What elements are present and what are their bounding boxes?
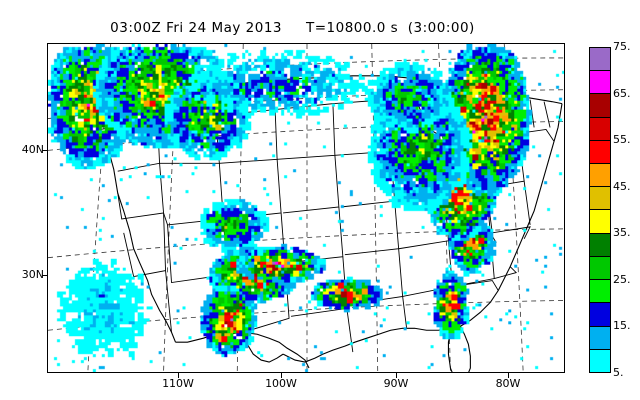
colorbar-band-55-60 [590,117,610,141]
colorbar-band-50-55 [590,140,610,165]
colorbar-band-15-20 [590,303,610,327]
colorbar-band-5-10 [590,349,610,372]
colorbar-label-45: 45. [613,179,631,193]
colorbar-label-35: 35. [613,226,631,240]
longitude-tick-label-80w: 80W [495,377,521,390]
colorbar-label-15: 15. [613,319,631,333]
longitude-tick-mark [281,373,282,378]
colorbar-band-30-35 [590,233,610,257]
colorbar-band-45-50 [590,164,610,188]
colorbar-band-35-40 [590,210,610,234]
reflectivity-colorbar [589,47,611,373]
colorbar-band-40-45 [590,187,610,211]
colorbar-label-25: 25. [613,272,631,286]
longitude-tick-label-90w: 90W [383,377,409,390]
latitude-tick-mark [42,275,47,276]
latitude-tick-label-30n: 30N [21,268,44,281]
colorbar-labels: 75. 65. 55. 45. 35. 25. 15. 5. [613,40,640,380]
colorbar-band-60-65 [590,94,610,118]
latitude-tick-mark [42,150,47,151]
colorbar-label-65: 65. [613,86,631,100]
longitude-tick-label-110w: 110W [162,377,194,390]
latitude-tick-label-40n: 40N [21,143,44,156]
colorbar-label-75: 75. [613,40,631,53]
colorbar-label-55: 55. [613,133,631,147]
longitude-tick-mark [396,373,397,378]
colorbar-band-65-70 [590,71,610,95]
longitude-tick-mark [178,373,179,378]
reflectivity-field [48,44,564,372]
longitude-tick-label-100w: 100W [265,377,297,390]
map-plot-area [47,43,565,373]
longitude-tick-mark [508,373,509,378]
colorbar-band-70-75 [590,47,610,72]
colorbar-label-5: 5. [613,366,624,379]
figure-title: 03:00Z Fri 24 May 2013 T=10800.0 s (3:00… [110,20,475,36]
colorbar-band-20-25 [590,280,610,304]
colorbar-band-25-30 [590,256,610,281]
colorbar-band-10-15 [590,326,610,350]
